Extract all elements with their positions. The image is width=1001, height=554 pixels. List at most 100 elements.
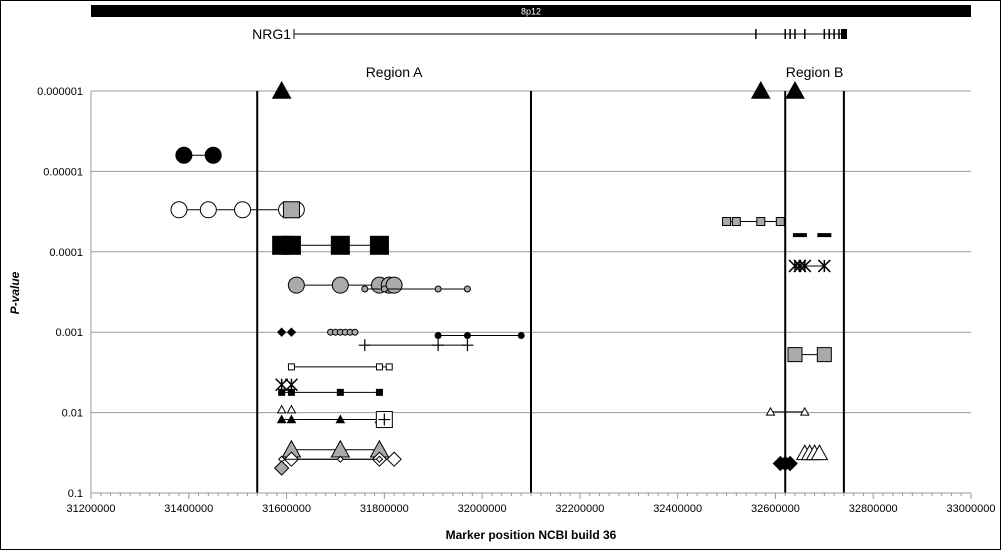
point-circle bbox=[199, 201, 217, 219]
point-triangle bbox=[810, 444, 829, 461]
point-triangle bbox=[271, 80, 292, 99]
series-group bbox=[273, 460, 290, 476]
point-circle bbox=[234, 201, 252, 219]
point-triangle bbox=[750, 80, 771, 99]
point-circle bbox=[351, 328, 359, 336]
series-group bbox=[358, 339, 474, 352]
series-group bbox=[282, 201, 300, 219]
point-triangle bbox=[785, 80, 805, 99]
point-circle bbox=[517, 332, 525, 340]
point-circle bbox=[204, 146, 222, 164]
y-tick-label: 0.1 bbox=[68, 488, 83, 500]
point-diamond bbox=[782, 455, 798, 472]
gene-end-block bbox=[841, 29, 847, 39]
series-group bbox=[276, 414, 385, 424]
point-square bbox=[330, 235, 350, 255]
series-group bbox=[795, 444, 829, 461]
x-tick-label: 31400000 bbox=[164, 503, 213, 515]
point-square bbox=[287, 388, 295, 396]
point-plus bbox=[461, 339, 474, 352]
point-diamond bbox=[386, 451, 402, 467]
point-plus bbox=[378, 413, 391, 426]
x-tick-label: 32800000 bbox=[849, 503, 898, 515]
point-circle bbox=[463, 285, 471, 293]
x-tick-label: 31600000 bbox=[262, 503, 311, 515]
point-triangle bbox=[286, 414, 297, 424]
gene-label: NRG1 bbox=[252, 26, 291, 42]
x-tick-label: 32000000 bbox=[458, 503, 507, 515]
series-group bbox=[281, 439, 390, 458]
point-diamond bbox=[286, 327, 297, 337]
series-group bbox=[278, 388, 383, 396]
point-diamond bbox=[276, 327, 287, 337]
series-group bbox=[361, 285, 471, 293]
x-tick-label: 32600000 bbox=[751, 503, 800, 515]
point-circle bbox=[463, 332, 471, 340]
point-square bbox=[775, 217, 785, 227]
series-group bbox=[272, 235, 389, 255]
x-axis-title: Marker position NCBI build 36 bbox=[446, 528, 617, 542]
point-circle bbox=[434, 285, 442, 293]
point-square bbox=[287, 363, 295, 371]
point-triangle bbox=[276, 414, 287, 424]
point-triangle bbox=[276, 404, 287, 414]
x-tick-label: 32400000 bbox=[653, 503, 702, 515]
point-triangle bbox=[286, 404, 297, 414]
x-tick-label: 33000000 bbox=[947, 503, 996, 515]
y-tick-label: 0.0001 bbox=[49, 247, 83, 259]
point-diamond bbox=[375, 455, 384, 463]
region-boundaries: Region A Region B bbox=[256, 64, 845, 493]
point-triangle bbox=[765, 406, 776, 416]
point-triangle bbox=[330, 439, 351, 458]
point-circle bbox=[361, 285, 369, 293]
series-group bbox=[277, 455, 384, 463]
series-group bbox=[276, 327, 297, 337]
point-asterisk bbox=[817, 259, 831, 273]
point-square bbox=[731, 217, 741, 227]
point-square bbox=[336, 388, 344, 396]
chromosome-band-bar bbox=[91, 5, 971, 17]
y-axis-title: P-value bbox=[8, 271, 22, 314]
point-square bbox=[375, 388, 383, 396]
axes: 0.000001 0.00001 0.0001 0.001 0.01 0.1 3120000… bbox=[37, 86, 995, 515]
point-circle bbox=[170, 201, 188, 219]
series-group bbox=[765, 406, 810, 416]
point-square bbox=[787, 347, 803, 363]
series-group bbox=[175, 146, 222, 164]
point-triangle bbox=[335, 414, 346, 424]
series-group bbox=[434, 332, 525, 340]
point-square bbox=[281, 235, 301, 255]
y-tick-label: 0.001 bbox=[55, 327, 83, 339]
point-circle bbox=[287, 276, 305, 294]
series-group bbox=[275, 378, 298, 392]
point-triangle bbox=[799, 406, 810, 416]
point-square bbox=[816, 347, 832, 363]
y-tick-label: 0.000001 bbox=[37, 86, 83, 98]
series-group bbox=[327, 328, 359, 336]
x-tick-label: 31800000 bbox=[360, 503, 409, 515]
x-tick-label: 32200000 bbox=[555, 503, 604, 515]
series-group bbox=[271, 80, 805, 99]
point-asterisk bbox=[284, 378, 298, 392]
point-square bbox=[278, 388, 286, 396]
point-asterisk bbox=[798, 259, 812, 273]
point-square bbox=[375, 363, 383, 371]
point-square bbox=[722, 217, 732, 227]
series-group bbox=[722, 217, 785, 227]
point-asterisk bbox=[275, 378, 289, 392]
series-group bbox=[287, 363, 393, 371]
series-group bbox=[772, 455, 798, 472]
series-group bbox=[787, 347, 832, 363]
region-label: Region B bbox=[786, 64, 844, 80]
x-tick-label: 31200000 bbox=[67, 503, 116, 515]
data-series bbox=[170, 80, 832, 476]
series-group bbox=[378, 413, 391, 426]
point-circle bbox=[331, 276, 349, 294]
y-tick-label: 0.00001 bbox=[43, 166, 83, 178]
chromosome-band: 8p12 bbox=[91, 5, 971, 17]
y-tick-label: 0.01 bbox=[62, 408, 83, 420]
point-plus bbox=[358, 339, 371, 352]
point-square bbox=[756, 217, 766, 227]
